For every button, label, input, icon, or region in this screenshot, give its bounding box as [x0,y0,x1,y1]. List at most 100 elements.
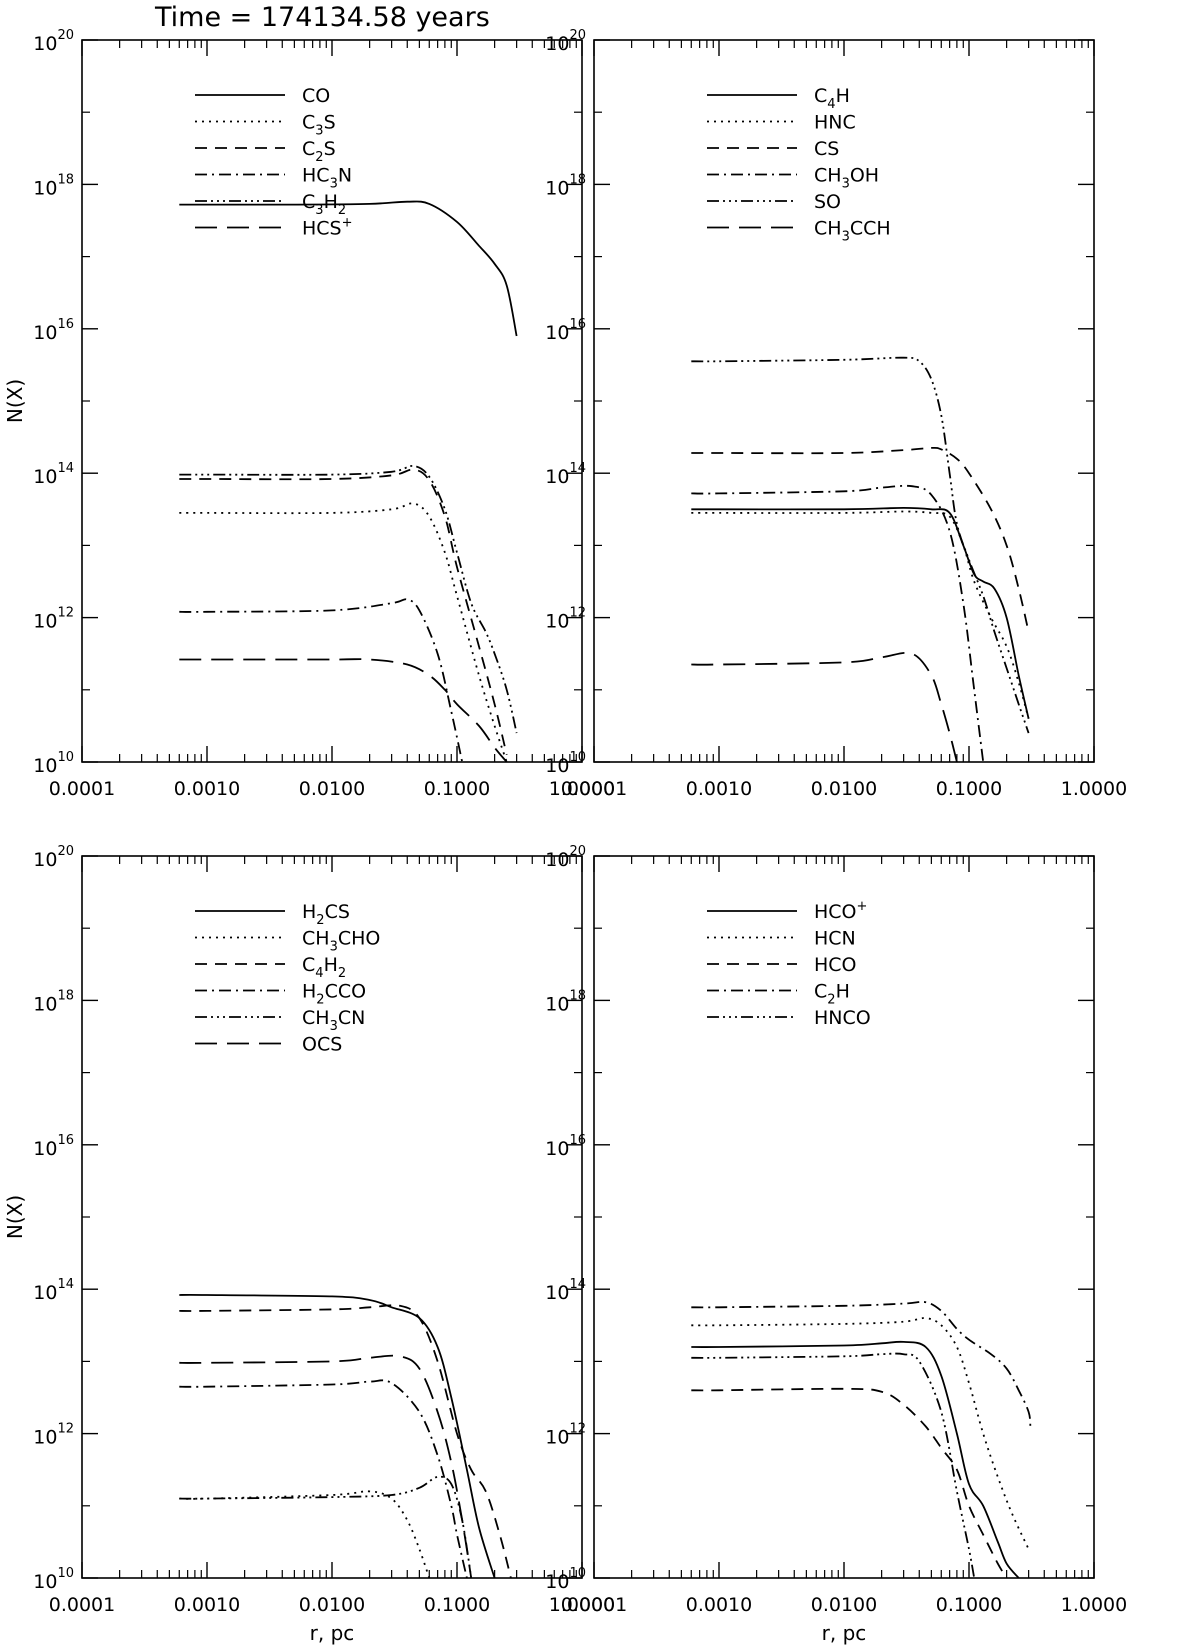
legend-label: CH3OH [814,165,879,192]
panel-3: 0.0001 0.0010 0.0100 0.1000 1.0000 1020 1018 10… [3,844,615,1645]
legend-label: C4H [814,85,850,112]
x-tick-label: 0.0001 [561,778,627,800]
x-tick-label: 1.0000 [549,778,615,800]
y-tick-label: 1016 [545,1133,586,1160]
legend-label: SO [814,191,841,213]
y-tick-label: 1010 [545,750,586,777]
legend-label: HCO [814,954,857,976]
y-axis-label: N(X) [3,1195,27,1239]
y-tick-label: 1020 [545,28,586,55]
legend-label: HC3N [302,165,352,192]
legend-label: CS [814,138,839,160]
x-tick-label: 0.1000 [936,1594,1002,1616]
figure-title: Time = 174134.58 years [155,2,490,33]
series-line-c4h [691,506,1030,719]
legend-label: HNC [814,112,856,134]
x-tick-label: 0.1000 [424,778,490,800]
series-line-hcs [179,658,508,762]
legend-label: H2CCO [302,981,366,1008]
y-tick-label: 1012 [33,606,74,633]
legend-label: OCS [302,1034,342,1056]
series-line-c3h2 [179,465,518,734]
y-tick-label: 1016 [33,317,74,344]
series-line-c3s [179,502,508,762]
x-tick-label: 0.0100 [811,778,877,800]
series-line-hnco [691,1352,976,1578]
x-tick-label: 0.0100 [811,1594,877,1616]
legend-label: C4H2 [302,954,346,981]
y-tick-label: 1020 [33,28,74,55]
y-tick-label: 1014 [33,1277,74,1304]
y-tick-label: 1018 [545,988,586,1015]
x-tick-label: 0.0010 [174,778,240,800]
y-tick-label: 1010 [33,750,74,777]
y-tick-label: 1020 [545,844,586,871]
legend-label: CH3CHO [302,928,380,955]
series-line-co [179,200,518,337]
y-tick-label: 1016 [33,1133,74,1160]
y-tick-label: 1012 [33,1422,74,1449]
y-tick-label: 1012 [545,1422,586,1449]
legend-label: CO [302,85,330,107]
x-tick-label: 0.0001 [49,1594,115,1616]
legend-label: HNCO [814,1007,871,1029]
x-tick-label: 0.0100 [299,778,365,800]
legend-label: C2H [814,981,850,1008]
panel-4: 0.0001 0.0010 0.0100 0.1000 1.0000 1020 1018 10… [545,844,1127,1645]
series-line-c2s [179,468,508,756]
y-tick-label: 1012 [545,606,586,633]
legend-label: HCO+ [814,899,867,923]
legend-label: HCN [814,928,856,950]
series-line-hc3n [179,598,464,762]
y-tick-label: 1018 [33,172,74,199]
series-line-hco [691,1387,1008,1578]
legend-label: C3H2 [302,191,346,218]
y-axis-label: N(X) [3,379,27,423]
x-axis-label: r, pc [310,1621,355,1645]
series-line-hcn [691,1317,1030,1550]
panel-2: 0.0001 0.0010 0.0100 0.1000 1.0000 1020 1018 10… [545,28,1127,800]
series-line-hco [691,1340,1020,1578]
y-tick-label: 1016 [545,317,586,344]
y-tick-label: 1014 [545,1277,586,1304]
x-tick-label: 0.0001 [49,778,115,800]
x-tick-label: 0.0010 [686,778,752,800]
legend-label: HCS+ [302,216,353,240]
y-tick-label: 1010 [545,1566,586,1593]
y-tick-label: 1018 [33,988,74,1015]
y-tick-label: 1014 [33,461,74,488]
series-line-ch3cn [179,1475,473,1578]
x-tick-label: 1.0000 [1061,1594,1127,1616]
x-tick-label: 0.1000 [936,778,1002,800]
panel-1: 0.0001 0.0010 0.0100 0.1000 1.0000 1020 1018 10… [3,28,615,800]
series-line-ch3cch [691,651,958,762]
y-tick-label: 1014 [545,461,586,488]
series-line-c2h [691,1300,1032,1427]
series-line-so [691,356,1030,734]
series-line-ch3oh [691,484,985,762]
series-line-ch3cho [179,1490,431,1578]
y-tick-label: 1010 [33,1566,74,1593]
x-tick-label: 1.0000 [549,1594,615,1616]
legend-label: H2CS [302,901,350,928]
series-line-c4h2 [179,1304,512,1578]
x-axis-label: r, pc [822,1621,867,1645]
y-tick-label: 1020 [33,844,74,871]
x-tick-label: 0.0001 [561,1594,627,1616]
series-line-h2cs [179,1293,496,1578]
legend-label: CH3CCH [814,218,891,245]
x-tick-label: 0.0100 [299,1594,365,1616]
plot-frame [593,39,1095,763]
series-line-hnc [691,510,1030,719]
series-line-h2cco [179,1379,468,1578]
series-line-cs [691,446,1030,633]
legend-label: C2S [302,138,336,165]
x-tick-label: 0.0010 [174,1594,240,1616]
series-line-ocs [179,1354,473,1578]
x-tick-label: 0.0010 [686,1594,752,1616]
legend-label: CH3CN [302,1007,365,1034]
x-tick-label: 0.1000 [424,1594,490,1616]
x-tick-label: 1.0000 [1061,778,1127,800]
legend-label: C3S [302,112,336,139]
